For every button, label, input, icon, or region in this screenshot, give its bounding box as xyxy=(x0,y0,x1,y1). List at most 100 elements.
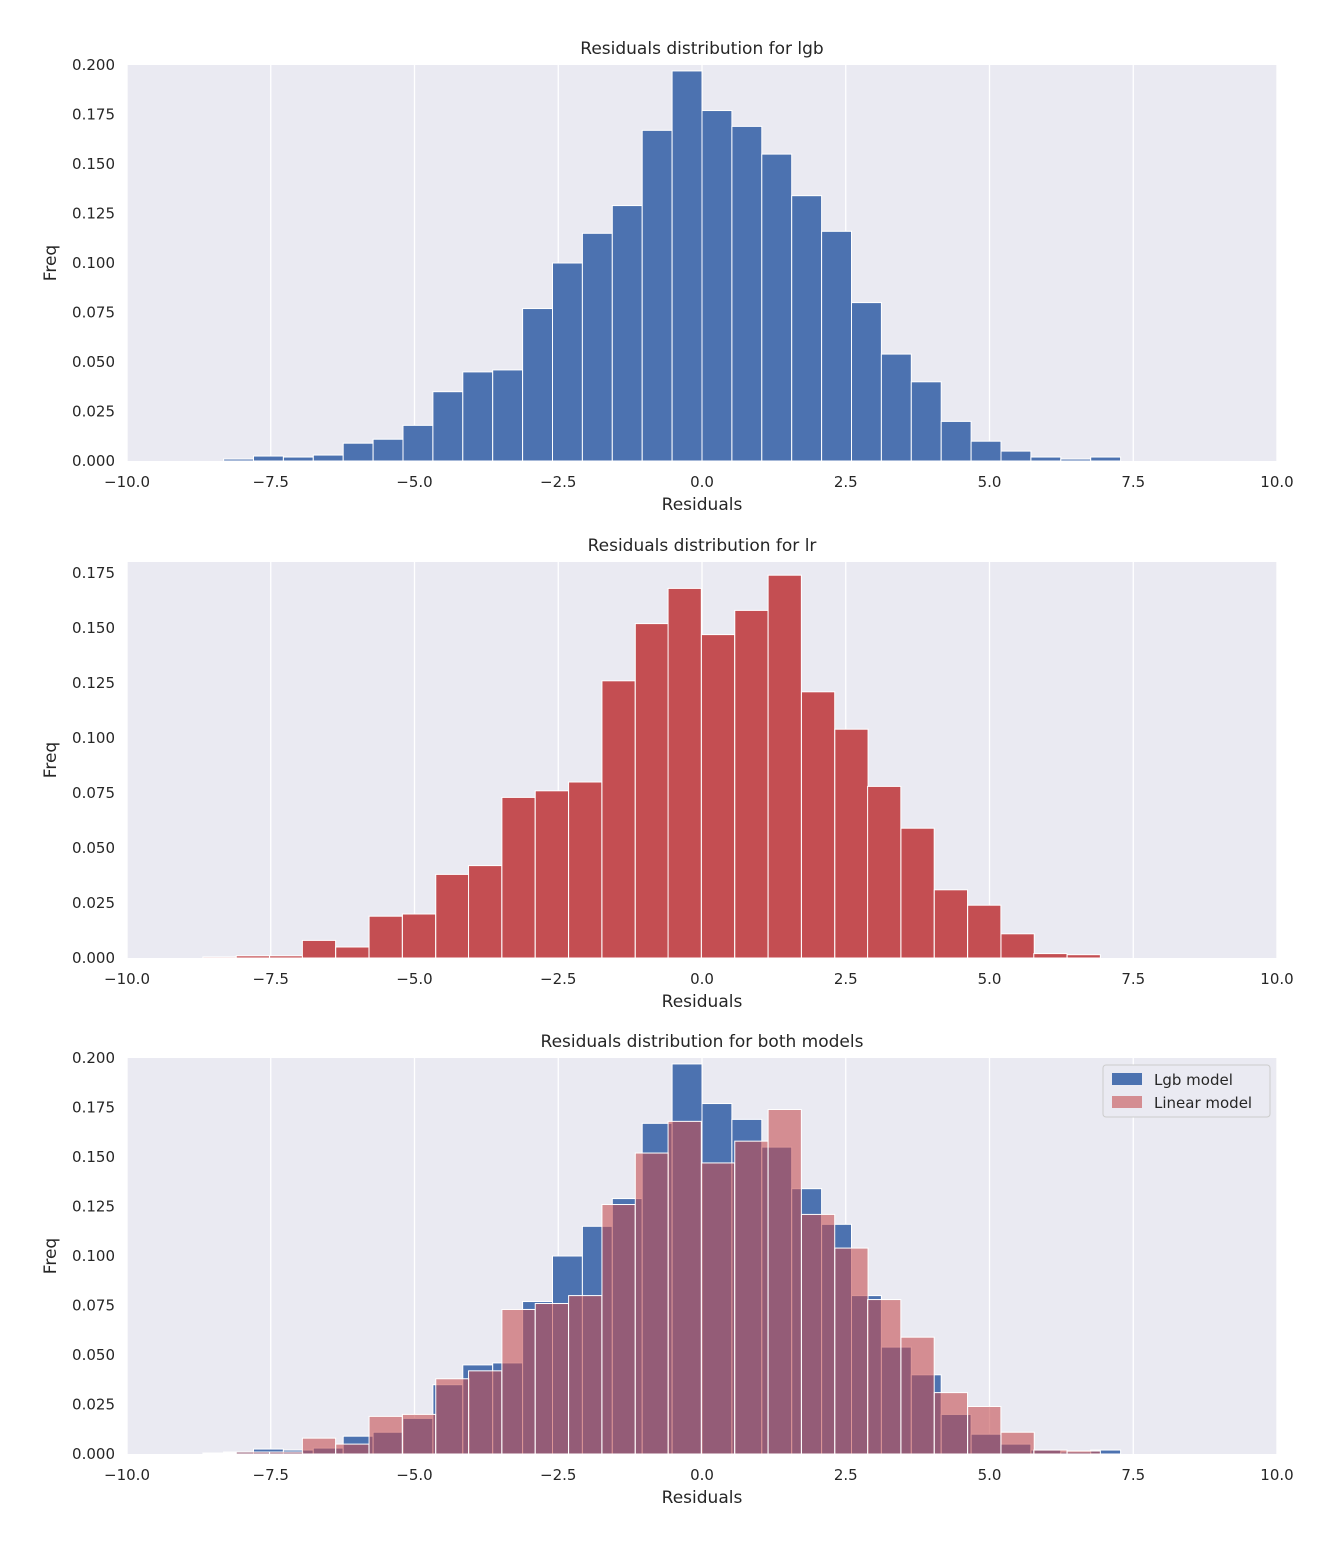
histogram-bar xyxy=(301,939,337,959)
histogram-bar xyxy=(372,438,404,462)
x-tick-label: −2.5 xyxy=(540,1466,576,1484)
histogram-bar xyxy=(834,728,869,959)
legend: Lgb model Linear model xyxy=(1102,1064,1271,1118)
y-tick-label: 0.000 xyxy=(72,949,115,967)
y-tick-label: 0.000 xyxy=(72,1445,115,1463)
x-tick-label: 7.5 xyxy=(1121,1466,1145,1484)
y-tick-label: 0.050 xyxy=(72,839,115,857)
chart-title: Residuals distribution for lgb xyxy=(580,39,823,59)
histogram-bar xyxy=(568,1295,603,1455)
histogram-bar xyxy=(401,913,437,959)
histogram-bar xyxy=(933,889,969,959)
y-axis-label: Freq xyxy=(41,742,61,778)
histogram-bar xyxy=(534,790,569,959)
histogram-bar xyxy=(342,442,374,462)
histogram-bar xyxy=(335,1443,370,1455)
y-tick-label: 0.150 xyxy=(72,1148,115,1166)
y-tick-label: 0.125 xyxy=(72,1198,115,1216)
histogram-bar xyxy=(1066,954,1101,959)
y-tick-label: 0.100 xyxy=(72,254,115,272)
histogram-bar xyxy=(970,440,1002,462)
histogram-bar xyxy=(1033,953,1068,959)
x-tick-label: −7.5 xyxy=(253,473,289,491)
histogram-bar xyxy=(462,371,494,462)
histogram-bar xyxy=(368,915,403,959)
histogram-bar xyxy=(581,232,613,462)
histogram-bar xyxy=(269,1451,304,1455)
legend-label: Linear model xyxy=(1154,1094,1252,1112)
chart-lgb: −10.0 −7.5 −5.0 −2.5 0.0 2.5 5.0 7.5 10.0 0.000 0.… xyxy=(41,39,1294,515)
histogram-bar xyxy=(641,129,673,462)
histogram-bar xyxy=(235,1451,270,1455)
x-tick-label: 5.0 xyxy=(978,970,1002,988)
histogram-bar xyxy=(235,955,270,959)
x-tick-label: 0.0 xyxy=(690,970,714,988)
histogram-bar xyxy=(534,1303,569,1455)
histogram-bar xyxy=(1000,450,1032,462)
y-tick-label: 0.125 xyxy=(72,674,115,692)
histogram-bar xyxy=(800,1213,836,1455)
histogram-bar xyxy=(202,1452,237,1455)
x-tick-label: −5.0 xyxy=(396,473,432,491)
x-tick-label: −5.0 xyxy=(396,1466,432,1484)
y-axis-label: Freq xyxy=(41,1238,61,1274)
histogram-bar xyxy=(269,955,304,959)
histogram-bar xyxy=(734,609,769,959)
x-tick-label: 2.5 xyxy=(834,1466,858,1484)
x-tick-label: 7.5 xyxy=(1121,473,1145,491)
histogram-bar xyxy=(700,634,736,959)
legend-swatch xyxy=(1112,1096,1142,1108)
histogram-bar xyxy=(552,262,583,462)
x-tick-label: −2.5 xyxy=(540,970,576,988)
series-bars xyxy=(223,70,1122,462)
histogram-bar xyxy=(967,1405,1002,1455)
histogram-bar xyxy=(900,827,935,959)
x-tick-label: 10.0 xyxy=(1260,1466,1293,1484)
y-tick-label: 0.025 xyxy=(72,403,115,421)
histogram-bar xyxy=(767,574,802,959)
histogram-bar xyxy=(667,587,702,959)
histogram-bar xyxy=(800,691,836,959)
histogram-bar xyxy=(700,1162,736,1455)
histogram-bar xyxy=(492,369,524,462)
y-tick-label: 0.100 xyxy=(72,729,115,747)
histogram-bar xyxy=(634,1152,670,1455)
histogram-bar xyxy=(1060,458,1092,462)
x-tick-label: 2.5 xyxy=(834,473,858,491)
histogram-bar xyxy=(761,153,793,462)
y-tick-label: 0.075 xyxy=(72,1297,115,1315)
x-axis-label: Residuals xyxy=(662,992,743,1012)
chart-lr: −10.0 −7.5 −5.0 −2.5 0.0 2.5 5.0 7.5 10.0 0.000 0.… xyxy=(41,536,1294,1012)
histogram-bar xyxy=(1090,456,1122,462)
histogram-bar xyxy=(671,70,703,462)
x-tick-label: −7.5 xyxy=(253,1466,289,1484)
x-tick-label: −10.0 xyxy=(104,1466,150,1484)
histogram-bar xyxy=(401,1413,437,1455)
legend-label: Lgb model xyxy=(1154,1071,1233,1089)
histogram-bar xyxy=(667,1120,702,1455)
histogram-bar xyxy=(253,455,284,462)
y-tick-label: 0.100 xyxy=(72,1247,115,1265)
histogram-bar xyxy=(202,956,237,959)
y-tick-label: 0.050 xyxy=(72,1346,115,1364)
chart-title: Residuals distribution for lr xyxy=(588,536,817,556)
histogram-bar xyxy=(933,1392,969,1455)
histogram-bar xyxy=(821,230,852,462)
histogram-bar xyxy=(435,873,470,959)
histogram-bar xyxy=(880,353,912,462)
histogram-bar xyxy=(967,904,1002,959)
chart-title: Residuals distribution for both models xyxy=(541,1032,864,1052)
histogram-bar xyxy=(634,623,670,959)
histogram-bar xyxy=(1030,456,1062,462)
histogram-bar xyxy=(301,1437,337,1455)
histogram-bar xyxy=(910,381,942,462)
histogram-bar xyxy=(734,1140,769,1455)
y-tick-label: 0.000 xyxy=(72,452,115,470)
histogram-bar xyxy=(335,946,370,959)
y-tick-label: 0.150 xyxy=(72,619,115,637)
x-tick-label: 10.0 xyxy=(1260,970,1293,988)
histogram-bar xyxy=(867,1299,902,1455)
histogram-bar xyxy=(522,308,553,462)
x-axis-label: Residuals xyxy=(662,1488,743,1508)
